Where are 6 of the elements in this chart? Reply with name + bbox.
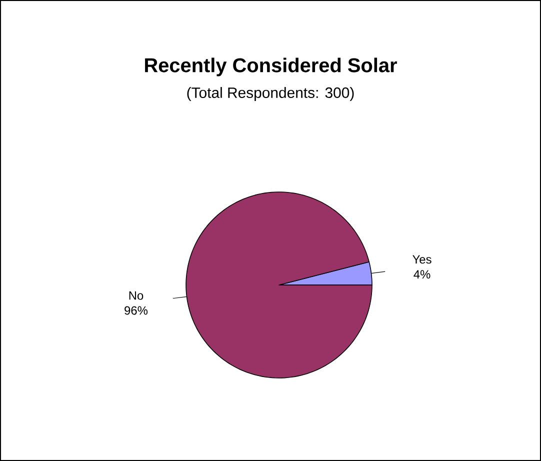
slice-label: Yes	[412, 255, 432, 264]
data-label: 4%	[414, 270, 430, 279]
chart-subtitle: (Total Respondents: 300)	[187, 87, 354, 101]
data-label: 96%	[124, 306, 148, 315]
slice-label: No	[129, 291, 144, 300]
chart-title: Recently Considered Solar	[145, 58, 397, 76]
